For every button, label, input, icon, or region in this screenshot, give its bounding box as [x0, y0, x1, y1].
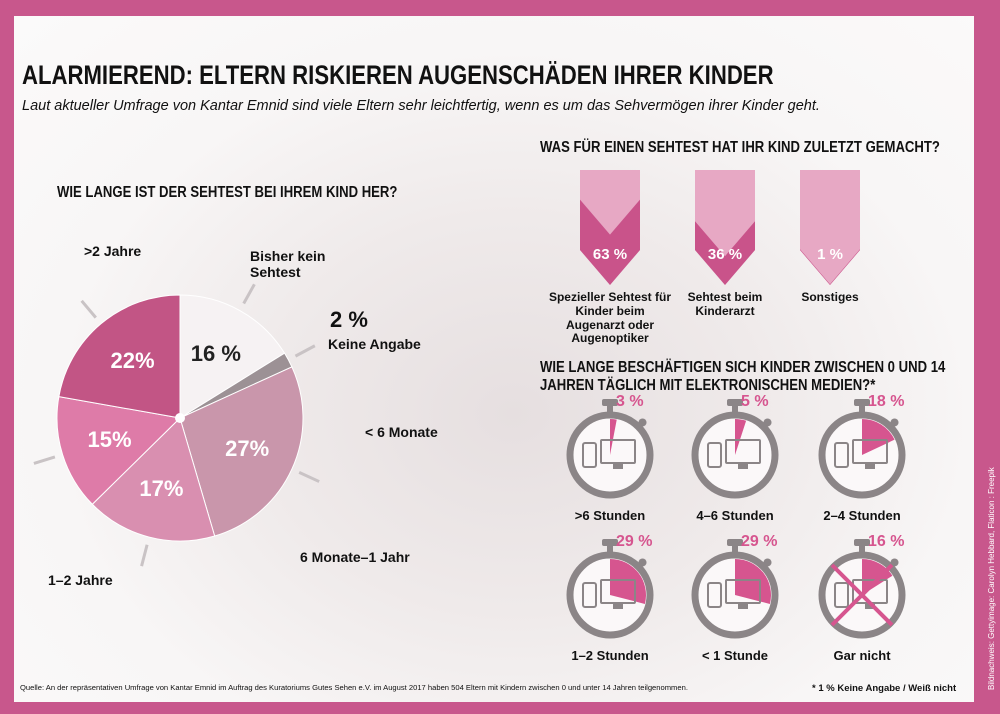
page-title: ALARMIEREND: ELTERN RISKIEREN AUGENSCHÄD… — [22, 60, 774, 90]
chart-title: WAS FÜR EINEN SEHTEST HAT IHR KIND ZULET… — [540, 139, 940, 156]
leader-line — [33, 455, 56, 465]
leader-line — [242, 283, 256, 305]
phone-icon — [582, 582, 597, 608]
category-label: 1–2 Jahre — [48, 572, 113, 588]
monitor-icon — [725, 439, 761, 464]
category-label: >6 Stunden — [574, 508, 646, 523]
stem — [732, 405, 738, 413]
monitor-stand — [613, 464, 623, 469]
chart-title: WIE LANGE IST DER SEHTEST BEI IHREM KIND… — [57, 184, 398, 201]
footnote: * 1 % Keine Angabe / Weiß nicht — [812, 683, 957, 694]
pie-slice — [58, 294, 181, 419]
value-label: 15% — [87, 426, 132, 452]
leader-line — [140, 544, 149, 567]
stem — [859, 545, 865, 553]
value-label: 3 % — [616, 393, 644, 410]
stem — [607, 545, 613, 553]
pie-center — [175, 413, 185, 423]
phone-icon — [707, 582, 722, 608]
leader-line — [294, 344, 316, 358]
category-label: 2–4 Stunden — [823, 508, 901, 523]
category-label: Keine Angabe — [328, 336, 421, 352]
category-label: >2 Jahre — [84, 243, 142, 259]
time-wedge — [735, 419, 747, 455]
monitor-icon — [600, 439, 636, 464]
monitor-icon — [725, 579, 761, 604]
crown — [854, 539, 870, 546]
monitor-stand — [738, 604, 748, 609]
chart-title: WIE LANGE BESCHÄFTIGEN SICH KINDER ZWISC… — [540, 359, 946, 395]
pennant-fill — [580, 199, 640, 285]
monitor-stand — [865, 464, 875, 469]
category-label: < 6 Monate — [365, 424, 438, 440]
cross — [830, 563, 894, 627]
stem — [607, 405, 613, 413]
pie-slice — [91, 417, 216, 542]
value-label: 29 % — [741, 533, 778, 550]
monitor-stand — [738, 464, 748, 469]
crown — [602, 399, 618, 406]
monitor-icon — [600, 579, 636, 604]
time-wedge — [610, 559, 647, 604]
category-label: Sonstiges — [801, 290, 859, 304]
pennant-track — [800, 170, 860, 285]
source-note: Quelle: An der repräsentativen Umfrage v… — [20, 683, 688, 692]
leader-line — [80, 299, 97, 319]
time-wedge — [735, 559, 771, 604]
value-label: 17% — [139, 476, 184, 502]
phone-icon — [834, 442, 849, 468]
value-label: 29 % — [616, 533, 653, 550]
time-wedge — [862, 419, 895, 455]
value-label: 27% — [225, 435, 270, 461]
crown — [602, 539, 618, 546]
category-label: Gar nicht — [833, 648, 891, 663]
monitor-icon — [852, 439, 888, 464]
category-label: 1–2 Stunden — [571, 648, 649, 663]
crown — [854, 399, 870, 406]
category-label: 4–6 Stunden — [696, 508, 774, 523]
phone-icon — [834, 582, 849, 608]
value-label: 5 % — [741, 393, 769, 410]
leader-line — [298, 471, 320, 483]
crown — [727, 399, 743, 406]
pie-slice — [179, 294, 286, 419]
category-label: Sehtest beim Kinderarzt — [687, 290, 763, 318]
category-label: < 1 Stunde — [701, 648, 769, 663]
stem — [859, 405, 865, 413]
crown — [727, 539, 743, 546]
value-label: 1 % — [817, 246, 843, 263]
phone-icon — [707, 442, 722, 468]
subtitle: Laut aktueller Umfrage von Kantar Emnid … — [22, 98, 820, 114]
category-label: Bisher kein Sehtest — [250, 248, 326, 281]
monitor-stand — [865, 604, 875, 609]
value-label: 2 % — [330, 307, 368, 332]
phone-icon — [582, 442, 597, 468]
pie-slice — [179, 366, 304, 537]
pie-slice — [56, 396, 182, 505]
stem — [732, 545, 738, 553]
value-label: 63 % — [592, 246, 628, 263]
monitor-stand — [613, 604, 623, 609]
image-credit: Bildnachweis: Gettyimage: Carolyn Hebbar… — [987, 467, 996, 690]
category-label: Spezieller Sehtest für Kinder beim Augen… — [548, 290, 672, 346]
time-wedge — [610, 419, 617, 455]
pennant-fill — [695, 221, 755, 285]
value-label: 18 % — [868, 393, 905, 410]
value-label: 36 % — [707, 246, 743, 263]
category-label: 6 Monate–1 Jahr — [300, 549, 410, 565]
value-label: 22% — [110, 348, 155, 374]
value-label: 16 % — [190, 340, 241, 366]
value-label: 16 % — [868, 533, 905, 550]
